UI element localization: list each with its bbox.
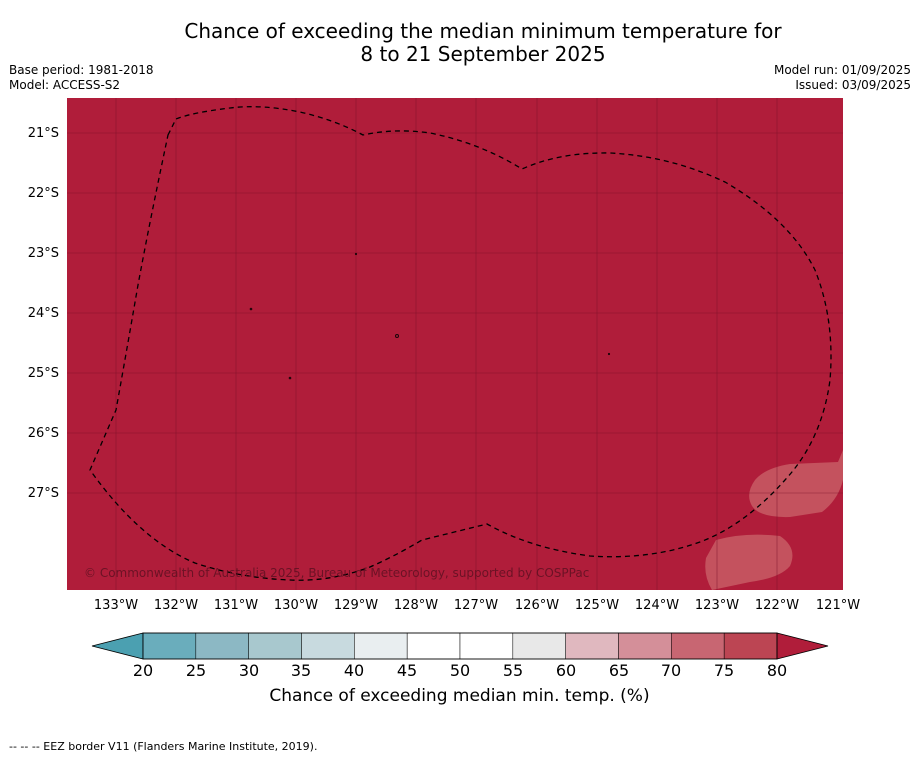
colorbar-segment xyxy=(248,632,302,660)
colorbar-segment xyxy=(671,632,725,660)
light-patch-east xyxy=(749,450,843,518)
lon-label-132w: 132°W xyxy=(153,598,199,613)
colorbar-segment xyxy=(354,632,408,660)
lon-label-133w: 133°W xyxy=(93,598,139,613)
lat-label-27s: 27°S xyxy=(27,486,59,501)
colorbar-frame xyxy=(142,632,778,660)
colorbar-tick-40: 40 xyxy=(343,661,365,680)
colorbar-tick-70: 70 xyxy=(660,661,682,680)
eez-legend-note: -- -- -- EEZ border V11 (Flanders Marine… xyxy=(9,740,318,753)
island xyxy=(354,252,358,256)
lon-label-131w: 131°W xyxy=(213,598,259,613)
colorbar-under-arrow xyxy=(91,632,144,660)
colorbar-over-arrow xyxy=(776,632,829,660)
gridlines xyxy=(67,98,843,590)
lat-label-22s: 22°S xyxy=(27,186,59,201)
map-title-line-1: Chance of exceeding the median minimum t… xyxy=(184,19,782,43)
model-name: Model: ACCESS-S2 xyxy=(9,78,121,92)
island xyxy=(288,376,292,380)
lon-label-128w: 128°W xyxy=(393,598,439,613)
colorbar-segment xyxy=(618,632,672,660)
lon-label-125w: 125°W xyxy=(574,598,620,613)
lat-label-25s: 25°S xyxy=(27,366,59,381)
light-patch-southeast xyxy=(705,534,793,590)
colorbar-tick-20: 20 xyxy=(132,661,154,680)
lat-label-21s: 21°S xyxy=(27,126,59,141)
colorbar-segments xyxy=(142,632,778,660)
colorbar-tick-30: 30 xyxy=(238,661,260,680)
lon-label-130w: 130°W xyxy=(273,598,319,613)
colorbar-tick-80: 80 xyxy=(766,661,788,680)
colorbar-tick-45: 45 xyxy=(396,661,418,680)
colorbar-tick-55: 55 xyxy=(502,661,524,680)
colorbar-tick-50: 50 xyxy=(449,661,471,680)
eez-border xyxy=(89,106,832,581)
island xyxy=(607,352,611,356)
copyright-notice: © Commonwealth of Australia 2025, Bureau… xyxy=(84,566,590,580)
colorbar-segment xyxy=(565,632,619,660)
colorbar-segment xyxy=(142,632,197,660)
lon-label-123w: 123°W xyxy=(694,598,740,613)
colorbar-tick-25: 25 xyxy=(185,661,207,680)
colorbar-tick-65: 65 xyxy=(608,661,630,680)
colorbar-segment xyxy=(459,632,514,660)
lon-label-121w: 121°W xyxy=(815,598,861,613)
islands xyxy=(249,252,611,380)
colorbar-label: Chance of exceeding median min. temp. (%… xyxy=(269,686,650,706)
base-period: Base period: 1981-2018 xyxy=(9,63,154,77)
colorbar-tick-60: 60 xyxy=(555,661,577,680)
issued-date: Issued: 03/09/2025 xyxy=(795,78,911,92)
lon-label-127w: 127°W xyxy=(453,598,499,613)
colorbar-segment xyxy=(406,632,461,660)
colorbar-tick-35: 35 xyxy=(290,661,312,680)
model-run: Model run: 01/09/2025 xyxy=(773,63,911,77)
island xyxy=(249,307,253,311)
colorbar-segment xyxy=(301,632,355,660)
lat-label-23s: 23°S xyxy=(27,246,59,261)
colorbar-segment xyxy=(195,632,249,660)
lon-label-124w: 124°W xyxy=(634,598,680,613)
colorbar-segment xyxy=(512,632,566,660)
lat-label-24s: 24°S xyxy=(27,306,59,321)
lon-label-126w: 126°W xyxy=(514,598,560,613)
map-title-line-2: 8 to 21 September 2025 xyxy=(360,42,606,66)
colorbar-segment xyxy=(723,632,778,660)
map-area xyxy=(67,98,843,590)
colorbar xyxy=(91,632,829,660)
lat-label-26s: 26°S xyxy=(27,426,59,441)
colorbar-tick-75: 75 xyxy=(713,661,735,680)
lon-label-122w: 122°W xyxy=(754,598,800,613)
lon-label-129w: 129°W xyxy=(333,598,379,613)
island xyxy=(395,334,399,338)
